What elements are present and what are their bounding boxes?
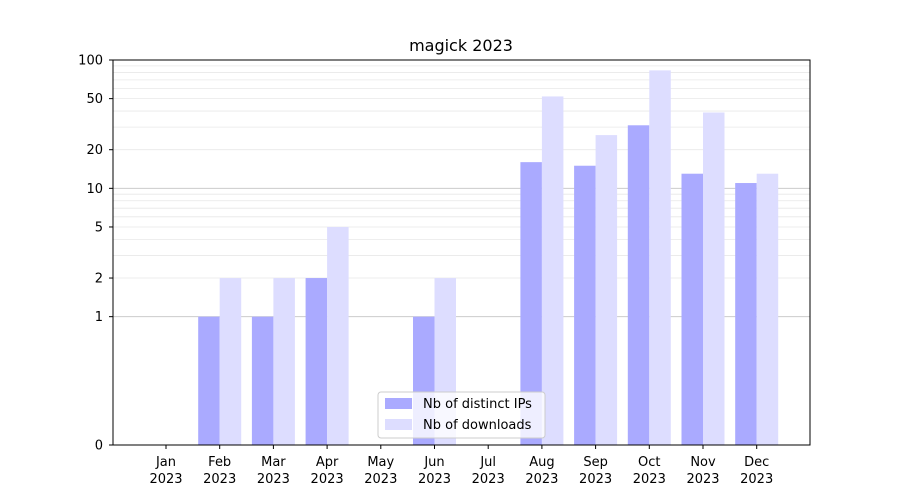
x-tick-label-month: Nov (690, 455, 716, 470)
x-tick-label-month: Apr (316, 455, 339, 470)
x-axis: Jan 2023 Feb 2023 Mar 2023 Apr 2023 May 2023 Jun 20… (149, 445, 773, 487)
x-tick-label-year: 2023 (633, 472, 666, 487)
y-tick-label: 5 (95, 220, 103, 235)
x-tick-label-month: Jan (155, 455, 176, 470)
bar-nb-of-distinct-ips-apr (305, 278, 328, 445)
bars-group (198, 70, 779, 446)
x-tick-label-year: 2023 (418, 472, 451, 487)
bar-nb-of-downloads-feb (219, 278, 242, 445)
bar-nb-of-distinct-ips-feb (198, 316, 220, 445)
bar-nb-of-distinct-ips-aug (520, 162, 542, 445)
legend-box (377, 391, 546, 439)
y-tick-label: 1 (95, 310, 103, 325)
chart-title: magick 2023 (409, 36, 513, 55)
x-tick-label-month: Dec (744, 455, 769, 470)
y-tick-label: 50 (86, 92, 103, 107)
x-tick-label-year: 2023 (257, 472, 290, 487)
x-tick-label-month: Aug (529, 455, 554, 470)
legend-swatch (385, 398, 412, 409)
x-tick-label-month: Oct (638, 455, 660, 470)
bar-nb-of-distinct-ips-nov (681, 173, 703, 445)
legend-label: Nb of distinct IPs (423, 397, 532, 412)
legend-label: Nb of downloads (423, 418, 532, 433)
x-tick-label-year: 2023 (311, 472, 344, 487)
grid-lines (113, 59, 810, 318)
bar-nb-of-downloads-aug (541, 96, 564, 446)
x-tick-label-month: Mar (261, 455, 286, 470)
bar-nb-of-downloads-mar (273, 278, 295, 445)
y-tick-label: 10 (86, 182, 103, 197)
y-tick-label: 100 (78, 54, 103, 69)
x-tick-label-year: 2023 (203, 472, 236, 487)
x-tick-label-month: Sep (583, 455, 608, 470)
y-tick-label: 2 (95, 272, 103, 287)
legend: Nb of distinct IPs Nb of downloads (377, 391, 546, 439)
legend-swatch (385, 419, 412, 430)
y-tick-label: 0 (95, 439, 103, 454)
x-tick-label-month: Jun (423, 455, 444, 470)
x-tick-label-year: 2023 (740, 472, 773, 487)
x-tick-label-year: 2023 (149, 472, 182, 487)
bar-nb-of-distinct-ips-mar (251, 316, 274, 445)
bar-nb-of-downloads-apr (327, 226, 349, 445)
x-tick-label-year: 2023 (579, 472, 612, 487)
x-tick-label-month: May (367, 455, 394, 470)
bar-nb-of-downloads-sep (595, 135, 618, 445)
bar-nb-of-downloads-nov (703, 112, 725, 445)
y-tick-label: 20 (86, 143, 103, 158)
plot-frame (112, 59, 811, 446)
x-tick-label-year: 2023 (525, 472, 558, 487)
bar-nb-of-downloads-dec (756, 173, 779, 445)
bar-nb-of-distinct-ips-oct (627, 125, 650, 446)
bar-nb-of-downloads-oct (649, 70, 671, 445)
x-tick-label-year: 2023 (472, 472, 505, 487)
x-tick-label-month: Feb (208, 455, 231, 470)
x-tick-label-year: 2023 (364, 472, 397, 487)
bar-nb-of-distinct-ips-sep (574, 165, 596, 445)
y-axis: 0 1 2 5 10 20 50 100 (78, 54, 113, 454)
bar-nb-of-distinct-ips-dec (735, 183, 757, 445)
x-tick-label-year: 2023 (686, 472, 719, 487)
x-tick-label-month: Jul (479, 455, 496, 470)
